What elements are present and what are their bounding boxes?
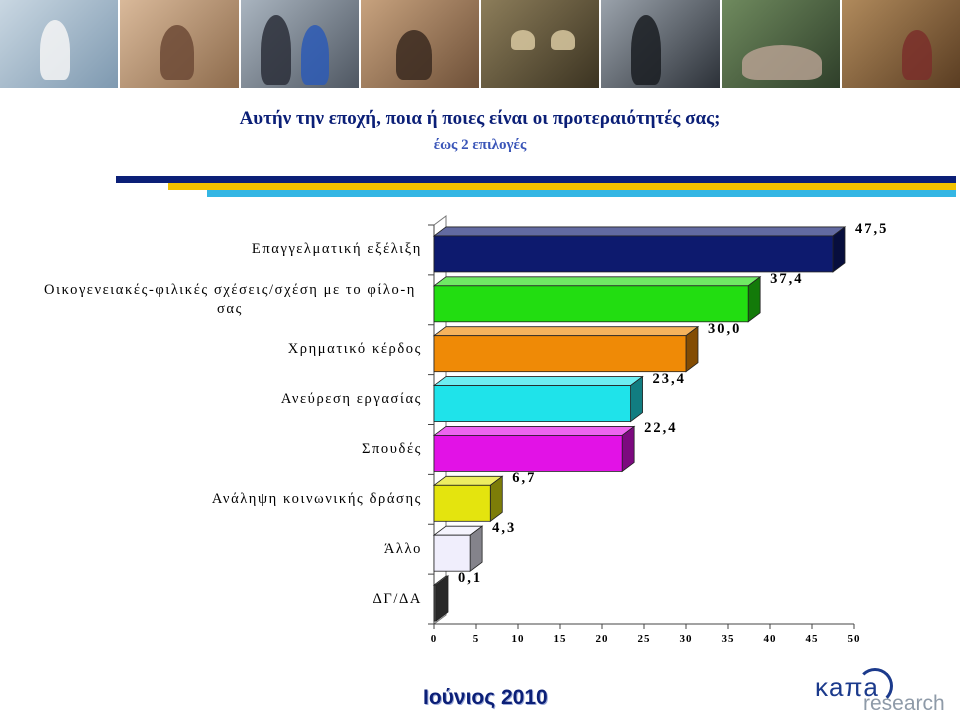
value-label: 0,1 [458,570,483,587]
bar-front-face [433,584,437,622]
logo-sub-text: research [863,692,945,715]
logo-arc-icon [857,668,893,704]
bar [432,226,847,273]
bar [432,375,644,423]
bar-front-face [433,235,834,273]
category-label: ΔΓ/ΔΑ [372,590,422,607]
value-label: 4,3 [492,520,517,537]
value-label: 23,4 [652,370,686,387]
bar-front-face [433,385,631,422]
x-tick-label: 25 [637,633,651,645]
x-tick-label: 30 [679,633,693,645]
bar [432,325,700,373]
x-tick-label: 35 [721,633,735,645]
x-tick-label: 0 [430,633,438,645]
bar [432,475,504,523]
banner-photo-ceremony [240,0,359,88]
photo-banner [0,0,960,88]
stripe-navy [116,176,956,183]
x-tick-label: 10 [511,633,525,645]
x-tick-label: 40 [763,633,777,645]
bar-top-face [432,226,847,237]
bar-top-face [432,326,700,337]
bar-front-face [433,285,749,323]
report-date: Ιούνιος 2010 [423,686,548,709]
bar-top-face [432,426,636,436]
value-label: 47,5 [855,220,889,237]
category-label: Άλλο [383,540,422,557]
bar [432,425,636,473]
bar [432,276,762,323]
x-tick-label: 5 [472,633,480,645]
banner-photo-lab [0,0,119,88]
banner-photo-students [360,0,479,88]
category-label: Σπουδές [361,440,422,457]
banner-photo-group [721,0,840,88]
banner-photo-classroom [120,0,239,88]
value-label: 30,0 [708,320,742,337]
kapa-research-logo: κaπa research [805,668,955,718]
bar-front-face [433,435,623,472]
bar-top-face [432,276,762,287]
bar [432,525,484,572]
value-label: 37,4 [770,270,804,287]
chart-subtitle: έως 2 επιλογές [433,137,527,153]
x-tick-label: 20 [595,633,609,645]
bar-front-face [433,534,471,572]
bar-front-face [433,484,491,522]
bar-top-face [432,376,644,386]
x-tick-label: 45 [805,633,819,645]
banner-photo-conference [481,0,600,88]
category-label: Επαγγελματική εξέλιξη [251,241,422,258]
bar [432,575,450,622]
category-label: Οικογενειακές-φιλικές σχέσεις/σχέση με τ… [44,281,416,317]
logo-main-text: κaπa [815,672,879,702]
stripe-cyan [207,190,956,197]
stripe-yellow [168,183,956,190]
banner-photo-library [841,0,960,88]
value-label: 6,7 [512,470,537,487]
category-label: Χρηματικό κέρδος [287,341,422,358]
category-label: Ανάληψη κοινωνικής δράσης [211,490,422,507]
x-tick-label: 50 [847,633,861,645]
category-label: Ανεύρεση εργασίας [280,391,422,408]
value-label: 22,4 [644,420,678,437]
x-tick-label: 15 [553,633,567,645]
bar-front-face [433,335,687,373]
chart-title: Αυτήν την εποχή, ποια ή ποιες είναι οι π… [239,108,721,129]
banner-photo-award [601,0,720,88]
